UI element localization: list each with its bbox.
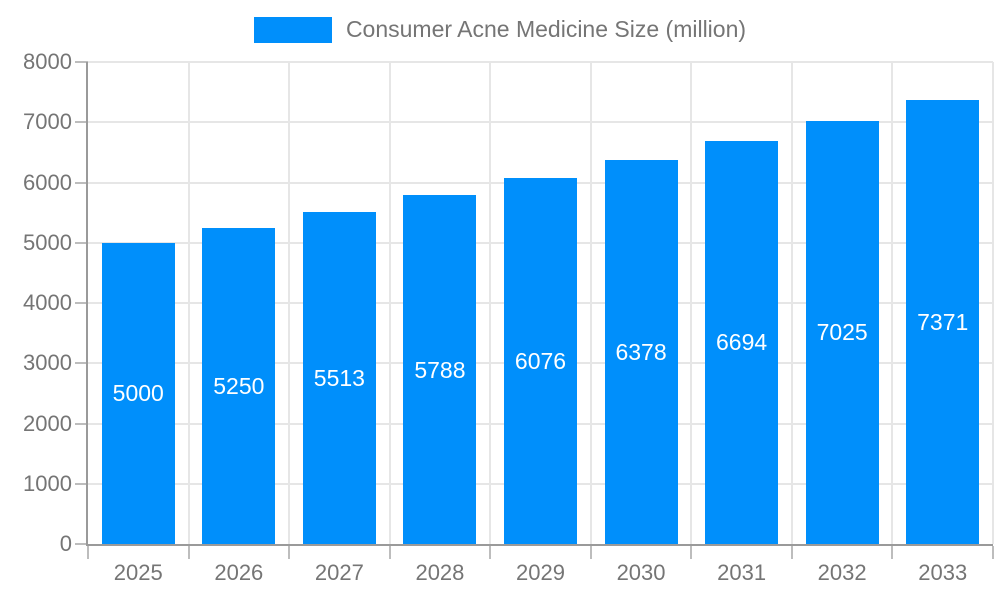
x-gridline: [790, 62, 793, 544]
y-axis-label: 2000: [23, 410, 72, 436]
y-axis-label: 0: [59, 531, 72, 556]
y-gridline: [88, 61, 993, 63]
y-axis-label: 5000: [23, 229, 72, 255]
y-tick: [75, 482, 88, 485]
bar: [302, 211, 376, 544]
x-gridline: [992, 62, 994, 544]
y-tick: [75, 543, 88, 545]
bar: [202, 227, 276, 544]
x-gridline: [589, 62, 592, 544]
bar: [101, 242, 175, 544]
x-axis-label: 2030: [616, 560, 666, 585]
bar: [705, 140, 779, 544]
x-tick: [891, 546, 894, 559]
x-gridline: [388, 62, 391, 544]
y-tick: [75, 181, 88, 184]
x-tick: [992, 546, 994, 559]
bar-value-label: 5513: [313, 364, 365, 391]
x-axis-label: 2032: [817, 560, 867, 585]
y-axis-line: [86, 62, 88, 546]
y-tick: [75, 362, 88, 365]
bar-value-label: 6076: [514, 347, 567, 374]
x-gridline: [288, 62, 291, 544]
x-axis-label: 2026: [214, 560, 264, 585]
legend-label: Consumer Acne Medicine Size (million): [345, 16, 747, 42]
bar-value-label: 5000: [112, 380, 164, 407]
x-gridline: [489, 62, 492, 544]
x-tick: [288, 546, 291, 559]
x-gridline: [690, 62, 693, 544]
bar-value-label: 7371: [917, 308, 969, 335]
y-gridline: [88, 121, 993, 124]
y-tick: [75, 422, 88, 425]
y-tick: [75, 302, 88, 304]
y-axis-label: 7000: [23, 109, 72, 135]
bar-value-label: 5250: [213, 372, 265, 399]
bar-value-label: 7025: [816, 319, 868, 346]
bar-value-label: 6378: [615, 338, 667, 365]
x-axis-label: 2029: [516, 560, 565, 585]
y-axis-label: 8000: [23, 49, 72, 74]
legend[interactable]: Consumer Acne Medicine Size (million): [0, 16, 1000, 43]
y-axis-label: 6000: [23, 169, 72, 195]
x-axis-label: 2028: [415, 560, 465, 585]
y-tick: [75, 121, 88, 124]
x-tick: [790, 546, 793, 559]
x-tick: [388, 546, 391, 559]
y-axis-label: 3000: [23, 350, 72, 376]
x-axis-label: 2027: [314, 560, 364, 585]
y-tick: [75, 241, 88, 244]
bar-value-label: 6694: [716, 329, 768, 356]
x-gridline: [891, 62, 894, 544]
x-axis-label: 2033: [918, 560, 968, 585]
bar: [604, 159, 678, 544]
x-tick: [489, 546, 492, 559]
bar: [805, 120, 879, 544]
y-axis-label: 4000: [23, 290, 72, 315]
x-axis-line: [86, 544, 993, 546]
y-axis-label: 1000: [23, 470, 72, 496]
bar: [403, 195, 477, 544]
x-tick: [690, 546, 693, 559]
x-gridline: [187, 62, 190, 544]
x-axis-label: 2031: [717, 560, 767, 585]
bar: [906, 99, 980, 544]
x-tick: [589, 546, 592, 559]
bar-value-label: 5788: [414, 356, 466, 383]
x-tick: [87, 546, 89, 559]
x-tick: [187, 546, 190, 559]
x-axis-label: 2025: [113, 560, 163, 585]
legend-swatch[interactable]: [253, 16, 332, 43]
bar: [504, 177, 577, 544]
y-tick: [75, 61, 88, 63]
